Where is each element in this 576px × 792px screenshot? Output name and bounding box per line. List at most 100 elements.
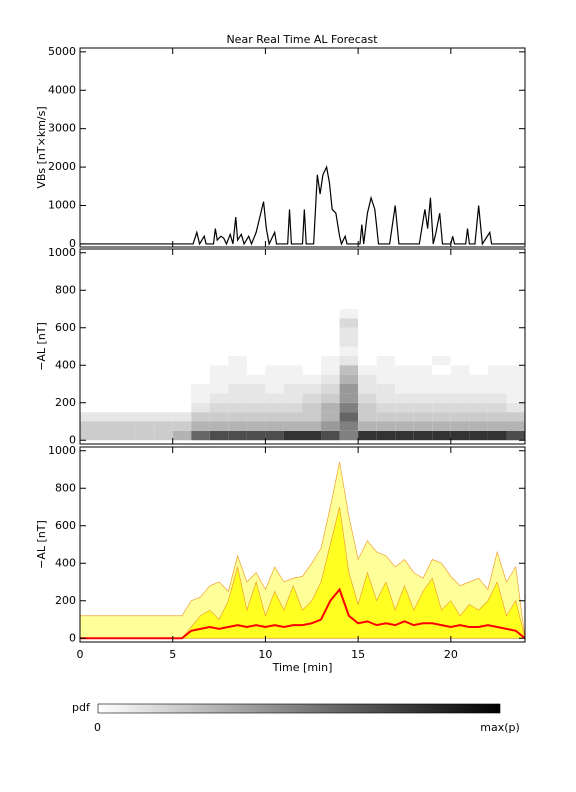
pdf-cell: [487, 374, 507, 384]
median-line: [80, 587, 526, 640]
pdf-cell: [283, 421, 303, 431]
pdf-cell: [135, 365, 155, 375]
pdf-cell: [228, 346, 247, 356]
pdf-cell: [450, 318, 470, 328]
pdf-cell: [246, 365, 266, 375]
x-tick-label: 20: [444, 648, 458, 661]
pdf-cell: [172, 365, 192, 375]
pdf-cell: [469, 430, 488, 441]
pdf-cell: [506, 365, 525, 375]
pdf-cell: [154, 412, 173, 422]
pdf-cell: [80, 327, 99, 338]
pdf-cell: [432, 337, 451, 347]
pdf-cell: [283, 337, 303, 347]
pdf-cell: [283, 318, 303, 328]
pdf-cell: [432, 430, 451, 441]
pdf-cell: [283, 309, 303, 319]
pdf-cell: [321, 346, 340, 356]
pdf-cell: [191, 346, 210, 356]
plot-frame: [79, 248, 526, 445]
pdf-cell: [191, 402, 210, 413]
pdf-cell: [80, 402, 99, 413]
x-tick-label: 5: [169, 648, 176, 661]
pdf-cell: [98, 374, 118, 384]
pdf-cell: [432, 365, 451, 375]
pdf-cell: [98, 421, 118, 431]
pdf-cell: [117, 365, 136, 375]
pdf-cell: [395, 346, 414, 356]
pdf-cell: [432, 318, 451, 328]
pdf-cell: [506, 393, 525, 403]
colorbar-min: 0: [94, 721, 101, 734]
pdf-cell: [413, 374, 433, 384]
pdf-cell: [358, 402, 377, 413]
pdf-cell: [117, 318, 136, 328]
pdf-cell: [228, 309, 247, 319]
pdf-cell: [339, 374, 359, 384]
pdf-cell: [246, 318, 266, 328]
pdf-cell: [191, 309, 210, 319]
pdf-cell: [506, 355, 525, 366]
pdf-cell: [135, 393, 155, 403]
pdf-cell: [469, 393, 488, 403]
pdf-cell: [413, 384, 433, 394]
pdf-cell: [80, 318, 99, 328]
pdf-cell: [376, 412, 396, 422]
pdf-cell: [450, 355, 470, 366]
pdf-cell: [265, 355, 284, 366]
y-tick-label: 0: [69, 433, 76, 446]
pdf-cell: [487, 355, 507, 366]
pdf-cell: [154, 393, 173, 403]
pdf-cell: [339, 327, 359, 338]
pdf-cell: [413, 402, 433, 413]
pdf-cell: [98, 384, 118, 394]
pdf-cell: [432, 374, 451, 384]
pdf-cell: [265, 374, 284, 384]
pdf-cell: [154, 430, 173, 441]
pdf-cell: [469, 327, 488, 338]
pdf-cell: [265, 337, 284, 347]
pdf-cell: [98, 355, 118, 366]
pdf-cell: [413, 327, 433, 338]
pdf-cell: [228, 384, 247, 394]
plot-frame: [79, 446, 526, 643]
pdf-cell: [191, 430, 210, 441]
y-tick-label: 1000: [48, 199, 76, 212]
pdf-cell: [376, 430, 396, 441]
pdf-cell: [283, 402, 303, 413]
pdf-cell: [135, 402, 155, 413]
pdf-cell: [246, 384, 266, 394]
y-tick-label: 600: [55, 519, 76, 532]
pdf-cell: [209, 421, 229, 431]
pdf-cell: [265, 365, 284, 375]
pdf-cell: [395, 365, 414, 375]
pdf-cell: [246, 337, 266, 347]
pdf-cell: [302, 430, 322, 441]
pdf-cell: [469, 346, 488, 356]
pdf-cell: [506, 346, 525, 356]
pdf-cell: [265, 393, 284, 403]
pdf-cell: [154, 384, 173, 394]
pdf-cell: [469, 412, 488, 422]
quantile-area: [79, 461, 526, 639]
pdf-cell: [339, 384, 359, 394]
pdf-cell: [98, 327, 118, 338]
pdf-cell: [395, 402, 414, 413]
pdf-cell: [358, 355, 377, 366]
pdf-cell: [450, 402, 470, 413]
pdf-cell: [413, 365, 433, 375]
pdf-cell: [432, 421, 451, 431]
pdf-cell: [376, 337, 396, 347]
pdf-cell: [265, 346, 284, 356]
pdf-cell: [80, 384, 99, 394]
pdf-cell: [302, 355, 322, 366]
pdf-cell: [117, 402, 136, 413]
pdf-cell: [302, 412, 322, 422]
pdf-cell: [487, 318, 507, 328]
pdf-cell: [413, 309, 433, 319]
pdf-cell: [487, 430, 507, 441]
pdf-cell: [321, 318, 340, 328]
pdf-cell: [154, 355, 173, 366]
pdf-cell: [450, 384, 470, 394]
pdf-cell: [135, 374, 155, 384]
